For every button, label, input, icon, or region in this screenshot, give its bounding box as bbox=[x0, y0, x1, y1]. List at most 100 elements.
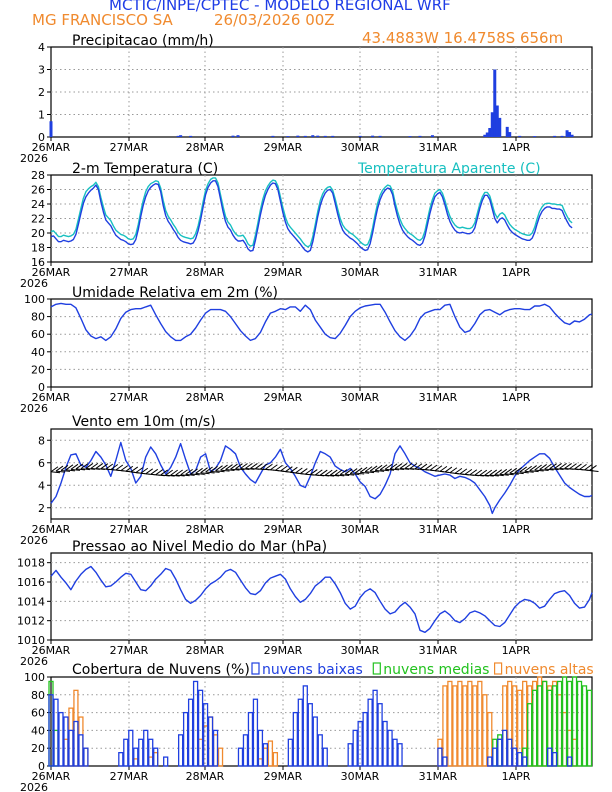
rh-xtick-label: 1APR bbox=[502, 391, 531, 404]
cloud-bar-green bbox=[571, 676, 578, 767]
wind-barb bbox=[434, 465, 443, 472]
pressure-xtick-label: 26MAR bbox=[32, 644, 71, 657]
wind-barb bbox=[260, 463, 268, 470]
cloud-bar-blue bbox=[352, 729, 358, 767]
wind-barb bbox=[330, 474, 340, 477]
wind-barb bbox=[95, 463, 104, 469]
cloud-bar-green bbox=[561, 676, 568, 767]
wind-barb bbox=[245, 462, 253, 469]
wind-barb bbox=[135, 467, 144, 474]
cloud-bar-blue bbox=[118, 752, 124, 767]
cloud-bar-blue bbox=[78, 734, 84, 767]
cloud-bar-blue bbox=[73, 720, 79, 767]
wind-barb bbox=[180, 474, 190, 477]
wind-barb bbox=[444, 466, 453, 473]
wind-barb bbox=[369, 465, 378, 472]
wind-barb bbox=[100, 463, 109, 470]
cloud-bar-blue bbox=[212, 729, 219, 767]
wind-barb bbox=[384, 463, 393, 470]
wind-barb bbox=[345, 473, 355, 476]
wind-barb bbox=[145, 468, 154, 475]
precip-bar bbox=[236, 135, 240, 137]
clouds-xtick-label: 31MAR bbox=[419, 770, 458, 783]
cloud-bar-blue bbox=[287, 738, 293, 767]
pressure-xtick-label: 27MAR bbox=[110, 644, 149, 657]
wind-barb bbox=[529, 465, 537, 471]
cloud-bar-blue bbox=[262, 743, 269, 767]
wind-barb bbox=[270, 464, 278, 471]
wind-barb bbox=[80, 463, 89, 470]
wind-barb bbox=[55, 470, 66, 473]
clouds-xtick-label: 28MAR bbox=[186, 770, 225, 783]
precip-bar bbox=[371, 135, 375, 137]
rh-xtick-label: 26MAR bbox=[32, 391, 71, 404]
temp-ytick-label: 20 bbox=[31, 227, 45, 240]
cloud-legend-swatch bbox=[251, 662, 260, 675]
cloud-bar-blue bbox=[522, 756, 528, 767]
clouds-ytick-label: 40 bbox=[31, 724, 45, 737]
wind-barb bbox=[75, 463, 84, 470]
pressure-year-label: 2026 bbox=[20, 655, 48, 668]
wind-barb bbox=[265, 463, 273, 470]
wind-barb bbox=[549, 468, 559, 471]
wind-barb bbox=[75, 468, 85, 471]
wind-barb bbox=[394, 463, 403, 469]
precip-bar bbox=[518, 135, 522, 137]
wind-barb bbox=[489, 469, 498, 476]
temp-xtick-label: 1APR bbox=[502, 266, 531, 279]
wind-barb bbox=[305, 468, 313, 475]
clouds-ytick-label: 60 bbox=[31, 707, 45, 720]
wind-barb bbox=[155, 469, 164, 476]
cloud-bar-blue bbox=[242, 734, 249, 767]
cloud-bar-blue bbox=[307, 703, 313, 767]
wind-barb bbox=[85, 463, 94, 469]
precip-bar bbox=[485, 132, 489, 137]
cloud-bar-blue bbox=[48, 694, 54, 767]
wind-barb bbox=[529, 470, 539, 473]
wind-barb bbox=[509, 467, 518, 474]
cloud-bar-green bbox=[581, 685, 588, 767]
wind-barb bbox=[85, 467, 95, 470]
wind-barb bbox=[130, 466, 139, 473]
cloud-bar-green bbox=[586, 689, 593, 767]
wind-barb bbox=[349, 468, 358, 474]
wind-xtick-label: 31MAR bbox=[419, 523, 458, 536]
precip-bar bbox=[303, 135, 307, 137]
precip-bar bbox=[493, 69, 497, 137]
precip-bar bbox=[316, 135, 320, 137]
clouds-ytick-label: 80 bbox=[31, 689, 45, 702]
wind-barb bbox=[190, 468, 198, 475]
cloud-bar-blue bbox=[53, 698, 59, 767]
temp-xtick-label: 30MAR bbox=[341, 266, 380, 279]
rh-ytick-label: 40 bbox=[31, 346, 45, 359]
wind-barb bbox=[70, 463, 79, 470]
wind-barb bbox=[70, 468, 80, 471]
cloud-bar-blue bbox=[312, 716, 318, 767]
wind-barb bbox=[255, 463, 263, 469]
wind-barb bbox=[449, 467, 458, 474]
wind-barb bbox=[240, 467, 250, 470]
wind-barb bbox=[379, 464, 388, 471]
wind-barb bbox=[55, 465, 64, 472]
pressure-xtick-label: 29MAR bbox=[264, 644, 303, 657]
rh-xtick-label: 29MAR bbox=[264, 391, 303, 404]
header-location: MG FRANCISCO SA bbox=[32, 11, 173, 29]
wind-barb bbox=[165, 474, 175, 477]
cloud-bar-blue bbox=[367, 698, 373, 767]
wind-barb bbox=[340, 474, 350, 477]
header-coords: 43.4883W 16.4758S 656m bbox=[362, 29, 564, 47]
wind-barb bbox=[225, 469, 235, 472]
wind-barb bbox=[390, 468, 400, 471]
wind-barb bbox=[424, 464, 433, 470]
cloud-bar-green bbox=[541, 680, 548, 767]
wind-barb bbox=[389, 463, 398, 470]
wind-barb bbox=[50, 466, 59, 473]
precip-bar bbox=[296, 135, 300, 137]
wind-barb bbox=[464, 468, 473, 475]
clouds-ytick-label: 100 bbox=[24, 671, 45, 684]
cloud-bar-blue bbox=[257, 729, 264, 767]
precip-xtick-label: 30MAR bbox=[341, 141, 380, 154]
cloud-bar-blue bbox=[197, 689, 204, 767]
rh-ytick-label: 100 bbox=[24, 293, 45, 306]
wind-barb bbox=[90, 462, 99, 469]
